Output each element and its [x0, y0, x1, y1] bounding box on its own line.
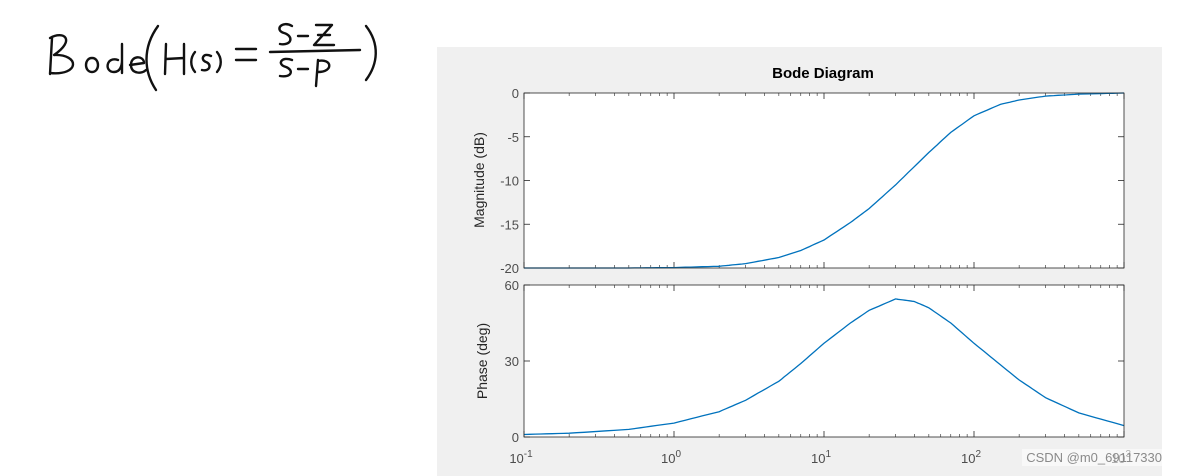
- magnitude-y-tick-label: -15: [500, 217, 519, 232]
- magnitude-y-axis-title: Magnitude (dB): [471, 132, 487, 228]
- handwritten-inner-paren: [190, 50, 222, 74]
- bode-diagram: Bode Diagram 0 -5 -10 -15 -20 Magnitude (dB)…: [471, 65, 1131, 466]
- watermark: CSDN @m0_69117330: [1022, 449, 1166, 466]
- handwritten-fraction-bar: [268, 48, 362, 54]
- phase-axes-frame: [523, 284, 1125, 438]
- x-tick-label: 100: [661, 449, 681, 466]
- handwritten-paren-close: [364, 24, 377, 82]
- magnitude-y-tick-label: -10: [500, 174, 519, 189]
- magnitude-panel: 0 -5 -10 -15 -20 Magnitude (dB): [471, 86, 1125, 276]
- handwritten-paren-open: [145, 24, 160, 92]
- handwritten-letter-s: [200, 53, 213, 72]
- phase-panel: 0 30 60 Phase (deg): [474, 278, 1125, 445]
- x-tick-label: 102: [961, 449, 981, 466]
- chart-title: Bode Diagram: [772, 65, 874, 82]
- handwritten-letter-d: [106, 42, 124, 75]
- phase-plot-area: [524, 285, 1124, 437]
- handwritten-equals: [234, 47, 258, 62]
- handwritten-letter-H: [163, 42, 186, 76]
- x-tick-label: 10-1: [509, 449, 533, 466]
- handwritten-denominator: [278, 57, 331, 88]
- magnitude-axes-frame: [523, 92, 1125, 269]
- phase-series-line: [523, 298, 1125, 436]
- handwritten-letter-e: [128, 56, 148, 74]
- handwritten-letter-o: [84, 56, 100, 74]
- figure-panel: Bode Diagram 0 -5 -10 -15 -20 Magnitude (dB)…: [437, 47, 1162, 476]
- phase-y-tick-label: 0: [512, 430, 519, 445]
- magnitude-y-tick-label: -20: [500, 261, 519, 276]
- phase-y-tick-label: 30: [505, 354, 519, 369]
- magnitude-plot-area: [524, 93, 1124, 268]
- magnitude-series-line: [524, 92, 1125, 269]
- phase-y-tick-label: 60: [505, 278, 519, 293]
- magnitude-y-tick-label: 0: [512, 86, 519, 101]
- phase-y-axis-title: Phase (deg): [474, 323, 490, 399]
- magnitude-y-tick-label: -5: [507, 130, 519, 145]
- handwritten-numerator: [278, 22, 336, 47]
- x-tick-label: 101: [811, 449, 831, 466]
- handwritten-letter-B: [48, 33, 75, 76]
- handwritten-formula: [48, 22, 377, 92]
